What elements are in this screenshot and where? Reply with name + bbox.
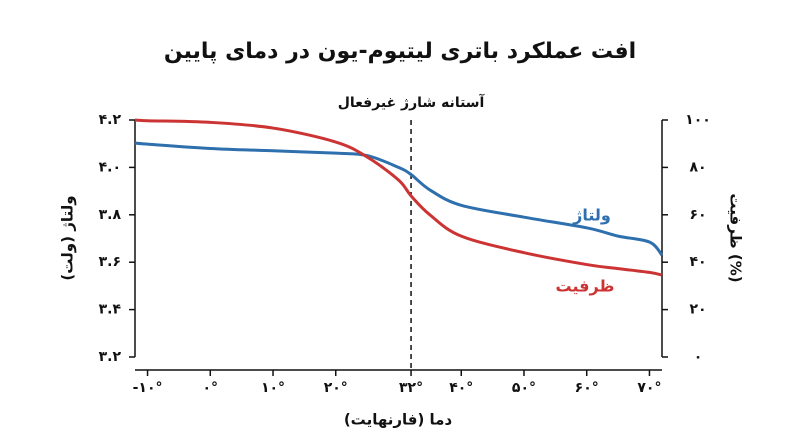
x-tick-label: ۵۰°: [512, 380, 536, 396]
series-label: ولتاژ: [572, 206, 611, 225]
series-label: ظرفیت: [556, 277, 615, 296]
y2-tick-label: ۸۰: [689, 159, 706, 175]
x-tick-label: -۱۰°: [133, 380, 163, 396]
chart-title: افت عملکرد باتری لیتیوم-یون در دمای پایی…: [164, 39, 636, 64]
y-tick-label: ۴.۲: [99, 112, 122, 128]
x-tick-label: ۴۰°: [449, 380, 473, 396]
y2-tick-label: ۱۰۰: [685, 112, 711, 128]
series-line: [134, 141, 664, 257]
series-line: [134, 118, 663, 277]
annotation: آستانه شارژ غیرفعال: [338, 93, 486, 111]
x-tick-label: ۰°: [203, 380, 219, 396]
x-tick-label: ۲۰°: [324, 380, 348, 396]
x-tick-label: ۳۲°: [399, 380, 423, 396]
y-tick-label: ۳.۸: [99, 207, 122, 223]
x-axis-label: دما (فارنهایت): [344, 411, 453, 429]
y-tick-label: ۳.۴: [99, 302, 122, 318]
x-tick-label: ۱۰°: [261, 380, 285, 396]
x-tick-label: ۶۰°: [575, 380, 599, 396]
y-tick-label: ۳.۶: [99, 254, 121, 270]
y-tick-label: ۳.۲: [99, 349, 122, 365]
y2-tick-label: ۲۰: [689, 302, 706, 318]
y2-axis-label: ظرفیت (%): [727, 193, 745, 282]
x-tick-label: ۷۰°: [637, 380, 661, 396]
y-axis-label: ولتاژ (ولت): [59, 195, 77, 280]
y2-tick-label: ۴۰: [689, 254, 706, 270]
y2-tick-label: ۰: [694, 349, 703, 365]
y-tick-label: ۴.۰: [99, 159, 121, 175]
y2-tick-label: ۶۰: [689, 207, 706, 223]
